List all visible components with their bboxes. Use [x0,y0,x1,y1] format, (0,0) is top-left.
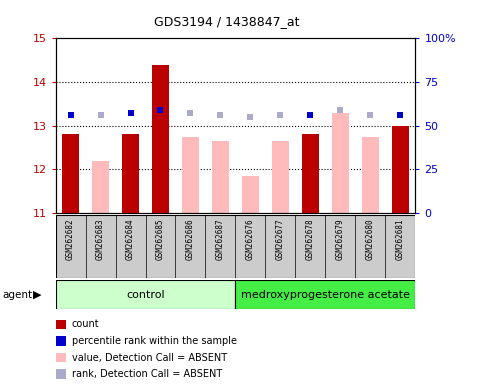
Bar [152,111,169,213]
Text: GSM262687: GSM262687 [216,218,225,260]
Bar [122,134,139,213]
Text: GSM262682: GSM262682 [66,218,75,260]
Text: medroxyprogesterone acetate: medroxyprogesterone acetate [241,290,410,300]
Text: agent: agent [2,290,32,300]
Bar [362,137,379,213]
Text: GSM262683: GSM262683 [96,218,105,260]
Bar [332,113,349,213]
Text: GSM262678: GSM262678 [306,218,315,260]
Bar [302,134,319,213]
Bar [272,141,289,213]
Text: GSM262677: GSM262677 [276,218,285,260]
Text: ▶: ▶ [33,290,42,300]
Text: GSM262676: GSM262676 [246,218,255,260]
Text: GSM262684: GSM262684 [126,218,135,260]
Text: GDS3194 / 1438847_at: GDS3194 / 1438847_at [154,15,300,28]
Bar [92,161,109,213]
Text: count: count [72,319,99,329]
Text: GSM262685: GSM262685 [156,218,165,260]
Bar [212,141,229,213]
Bar [56,280,236,309]
Bar [236,280,415,309]
Bar [62,134,79,213]
Bar [152,65,169,213]
Text: GSM262686: GSM262686 [186,218,195,260]
Text: value, Detection Call = ABSENT: value, Detection Call = ABSENT [72,353,227,362]
Bar [182,137,199,213]
Text: rank, Detection Call = ABSENT: rank, Detection Call = ABSENT [72,369,222,379]
Text: control: control [126,290,165,300]
Text: percentile rank within the sample: percentile rank within the sample [72,336,237,346]
Text: GSM262679: GSM262679 [336,218,345,260]
Text: GSM262681: GSM262681 [396,218,405,260]
Text: GSM262680: GSM262680 [366,218,375,260]
Bar [242,176,259,213]
Bar [392,126,409,213]
